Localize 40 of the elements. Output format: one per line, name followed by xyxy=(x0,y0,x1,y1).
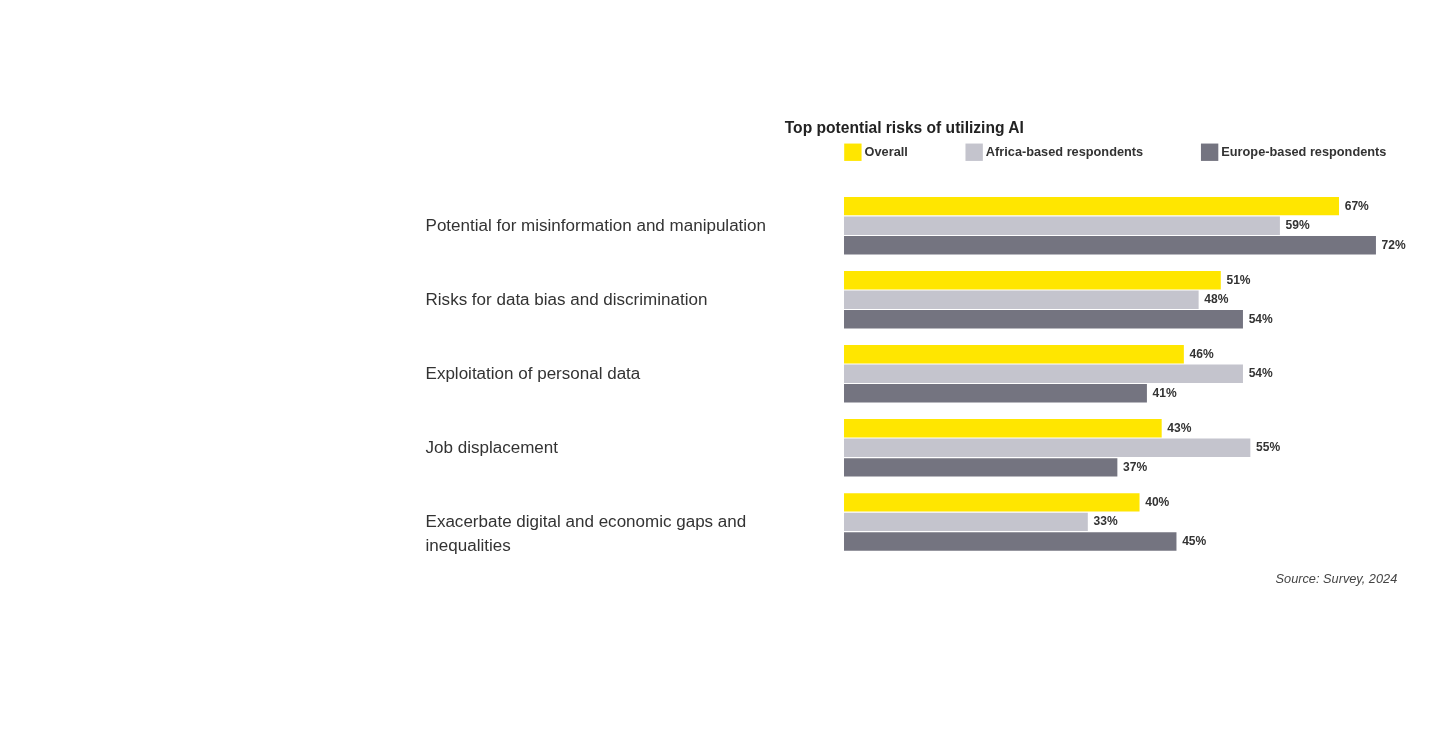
y-tick-label: Exacerbate digital and economic gaps and inequalities xyxy=(425,511,747,555)
data-label: 67% xyxy=(1344,198,1370,213)
bar xyxy=(844,364,1243,383)
bar xyxy=(844,310,1243,329)
bar xyxy=(844,493,1140,512)
bar xyxy=(844,290,1199,309)
legend-label: Africa-based respondents xyxy=(985,143,1144,159)
data-label: 48% xyxy=(1204,292,1229,307)
data-label: 45% xyxy=(1182,533,1207,548)
source-note: Source: Survey, 2024 xyxy=(1275,571,1398,587)
data-label: 46% xyxy=(1189,346,1214,361)
y-tick-label: Exploitation of personal data xyxy=(425,363,641,383)
data-label: 55% xyxy=(1256,440,1281,455)
data-label: 54% xyxy=(1248,311,1274,326)
y-tick-label: Job displacement xyxy=(425,437,559,457)
chart-title: Top potential risks of utilizing AI xyxy=(784,118,1024,136)
data-label: 51% xyxy=(1226,272,1251,287)
y-tick-label: Potential for misinformation and manipulation xyxy=(425,215,767,235)
data-label: 72% xyxy=(1381,237,1407,252)
data-label: 37% xyxy=(1123,459,1148,474)
bar xyxy=(844,512,1088,532)
bar xyxy=(844,384,1147,403)
data-label: 54% xyxy=(1248,366,1274,381)
bar xyxy=(844,196,1340,216)
bar xyxy=(844,438,1251,458)
bar xyxy=(844,345,1184,364)
bar xyxy=(844,458,1118,477)
y-tick-label: Risks for data bias and discrimination xyxy=(425,289,708,309)
legend-label: Europe-based respondents xyxy=(1221,143,1387,159)
data-label: 59% xyxy=(1285,218,1310,233)
data-label: 43% xyxy=(1167,420,1192,435)
bar xyxy=(844,216,1280,235)
data-label: 41% xyxy=(1152,385,1177,400)
bar xyxy=(844,235,1376,255)
legend-label: Overall xyxy=(864,143,908,159)
bar xyxy=(844,532,1177,551)
data-label: 33% xyxy=(1093,514,1118,529)
bar xyxy=(844,270,1221,290)
data-label: 40% xyxy=(1145,494,1170,509)
bar xyxy=(844,419,1162,438)
